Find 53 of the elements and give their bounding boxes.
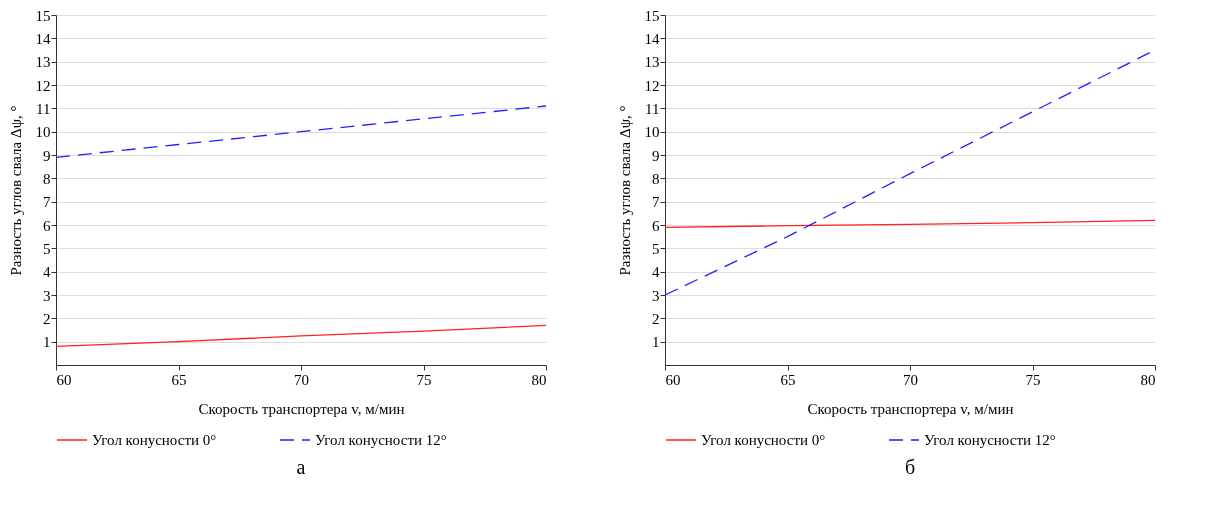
x-tick-label: 80 [531, 371, 547, 388]
y-tick-label: 9 [652, 147, 660, 164]
y-tick-label: 12 [644, 77, 660, 94]
y-tick-label: 14 [35, 30, 51, 47]
y-tick-label: 11 [36, 100, 51, 117]
y-tick-label: 4 [652, 264, 660, 281]
y-tick-label: 10 [35, 124, 51, 141]
y-tick-label: 13 [35, 54, 51, 71]
y-tick-label: 7 [652, 194, 660, 211]
legend-label: Угол конусности 12° [924, 432, 1056, 448]
y-tick-label: 2 [43, 310, 51, 327]
y-tick-label: 15 [35, 7, 51, 24]
line-series [55, 105, 547, 158]
legend-label: Угол конусности 0° [701, 432, 826, 448]
text: а [296, 456, 306, 478]
y-tick-label: 7 [43, 194, 51, 211]
x-axis-title: Скорость транспортера v, м/мин [198, 400, 405, 417]
y-axis-title: Разность углов свала Δψ, ° [616, 105, 633, 276]
y-tick-label: 14 [644, 30, 660, 47]
y-tick-label: 1 [43, 334, 51, 351]
x-axis-title: Скорость транспортера v, м/мин [807, 400, 1014, 417]
y-tick-label: 13 [644, 54, 660, 71]
x-tick-label: 70 [903, 371, 918, 388]
x-tick-label: 60 [665, 371, 681, 388]
y-tick-label: 2 [652, 310, 660, 327]
line-series [664, 219, 1156, 228]
x-tick-label: 75 [416, 371, 432, 388]
y-tick-label: 4 [43, 264, 51, 281]
x-tick-label: 65 [780, 371, 796, 388]
y-tick-label: 10 [644, 124, 660, 141]
y-tick-label: 8 [652, 170, 660, 187]
y-tick-label: 8 [43, 170, 51, 187]
x-tick-label: 65 [171, 371, 187, 388]
y-axis-title: Разность углов свала Δψ, ° [7, 105, 24, 276]
y-tick-label: 15 [644, 7, 660, 24]
y-tick-label: 3 [652, 287, 660, 304]
x-tick-label: 60 [56, 371, 72, 388]
y-tick-label: 11 [645, 100, 660, 117]
line-series [55, 324, 547, 347]
y-tick-label: 12 [35, 77, 51, 94]
y-tick-label: 6 [652, 217, 660, 234]
x-tick-label: 80 [1140, 371, 1156, 388]
y-tick-label: 9 [43, 147, 51, 164]
x-tick-label: 70 [294, 371, 309, 388]
y-tick-label: 6 [43, 217, 51, 234]
legend-label: Угол конусности 0° [92, 432, 217, 448]
y-tick-label: 3 [43, 287, 51, 304]
text: б [904, 456, 916, 478]
y-tick-label: 5 [43, 240, 51, 257]
legend-label: Угол конусности 12° [315, 432, 447, 448]
x-tick-label: 75 [1025, 371, 1041, 388]
y-tick-label: 1 [652, 334, 660, 351]
y-tick-label: 5 [652, 240, 660, 257]
